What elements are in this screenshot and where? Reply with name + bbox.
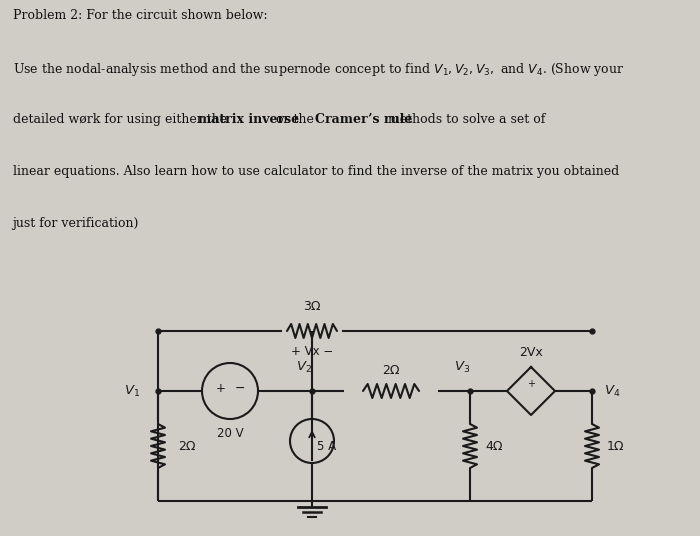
Text: + Vx −: + Vx −: [291, 345, 333, 358]
Text: Use the nodal-analysis method and the supernode concept to find $V_1, V_2, V_3,$: Use the nodal-analysis method and the su…: [13, 61, 624, 78]
Text: $V_4$: $V_4$: [604, 383, 620, 399]
Text: matrix inverse: matrix inverse: [198, 113, 299, 126]
Text: −: −: [234, 382, 245, 394]
Text: 1Ω: 1Ω: [607, 440, 624, 452]
Text: or the: or the: [272, 113, 318, 126]
Text: 20 V: 20 V: [217, 427, 244, 440]
Text: Cramer’s rule: Cramer’s rule: [315, 113, 412, 126]
Text: methods to solve a set of: methods to solve a set of: [384, 113, 545, 126]
Text: Problem 2: For the circuit shown below:: Problem 2: For the circuit shown below:: [13, 9, 267, 22]
Text: linear equations. Also learn how to use calculator to find the inverse of the ma: linear equations. Also learn how to use …: [13, 165, 619, 178]
Text: 5 A: 5 A: [317, 440, 336, 452]
Text: +: +: [216, 382, 226, 394]
Text: 4Ω: 4Ω: [485, 440, 503, 452]
Text: $V_2$: $V_2$: [296, 360, 312, 375]
Text: detailed wørk for using either the: detailed wørk for using either the: [13, 113, 231, 126]
Text: +: +: [527, 379, 535, 389]
Text: $V_3$: $V_3$: [454, 360, 470, 375]
Text: 2Ω: 2Ω: [178, 440, 195, 452]
Text: 2Vx: 2Vx: [519, 346, 543, 359]
Text: just for verification): just for verification): [13, 217, 139, 230]
Text: 2Ω: 2Ω: [382, 364, 400, 377]
Text: $V_1$: $V_1$: [124, 383, 140, 399]
Text: 3Ω: 3Ω: [303, 300, 321, 313]
